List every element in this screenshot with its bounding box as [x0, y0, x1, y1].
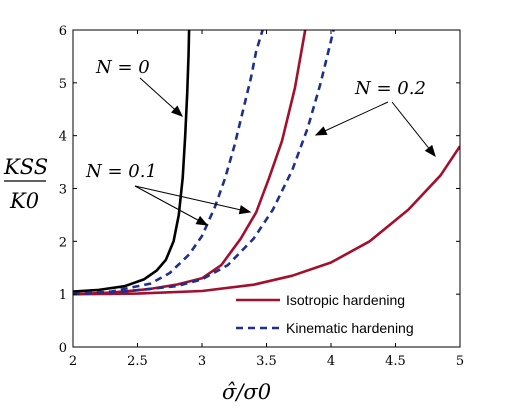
arrow-n01-isotropic — [134, 185, 251, 213]
x-tick-label: 4 — [327, 354, 335, 369]
arrow-n02-kinematic-head — [314, 126, 328, 136]
arrow-n02-isotropic — [391, 101, 436, 157]
x-tick-label: 2 — [69, 354, 77, 369]
arrow-n01-kinematic-head — [195, 215, 209, 226]
y-tick-label: 6 — [59, 24, 67, 39]
annotation-n01: N = 0.1 — [85, 161, 157, 182]
y-tick-label: 4 — [59, 130, 67, 145]
legend-label-kinematic: Kinematic hardening — [286, 320, 414, 336]
arrow-n0-head — [171, 105, 183, 117]
x-tick-label: 3.5 — [256, 354, 277, 369]
y-axis-label-numerator: KSS — [3, 155, 48, 179]
series-line-isotropic-n02 — [73, 145, 460, 296]
annotations: N = 0 N = 0.1 N = 0.2 — [85, 57, 436, 226]
arrow-n02-kinematic — [315, 101, 389, 136]
x-tick-label: 5 — [456, 354, 464, 369]
y-tick-label: 1 — [59, 288, 67, 303]
x-tick-label: 4.5 — [385, 354, 406, 369]
y-tick-label: 5 — [59, 77, 67, 92]
series-line-kinematic-n01 — [73, 30, 264, 296]
series-line-kinematic-n02 — [73, 30, 335, 296]
legend-box — [230, 290, 455, 338]
y-tick-label: 0 — [59, 341, 67, 356]
legend-label-isotropic: Isotropic hardening — [286, 292, 405, 308]
y-tick-label: 2 — [59, 235, 67, 250]
arrow-n02-isotropic-head — [424, 144, 436, 158]
legend: Isotropic hardening Kinematic hardening — [230, 290, 455, 338]
x-tick-label: 2.5 — [127, 354, 148, 369]
y-tick-label: 3 — [59, 183, 67, 198]
arrow-n01-kinematic — [134, 185, 208, 226]
arrow-n01-isotropic-head — [238, 205, 252, 215]
y-axis-label-denominator: K0 — [9, 189, 39, 213]
series-line-isotropic-n01 — [73, 30, 307, 296]
x-axis-label: σ̂/σ0 — [222, 380, 271, 404]
y-axis-label: KSS K0 — [3, 155, 48, 213]
x-tick-label: 3 — [198, 354, 206, 369]
annotation-n0: N = 0 — [95, 57, 150, 78]
series-line-both-n0 — [73, 30, 191, 293]
annotation-n02: N = 0.2 — [354, 78, 426, 99]
